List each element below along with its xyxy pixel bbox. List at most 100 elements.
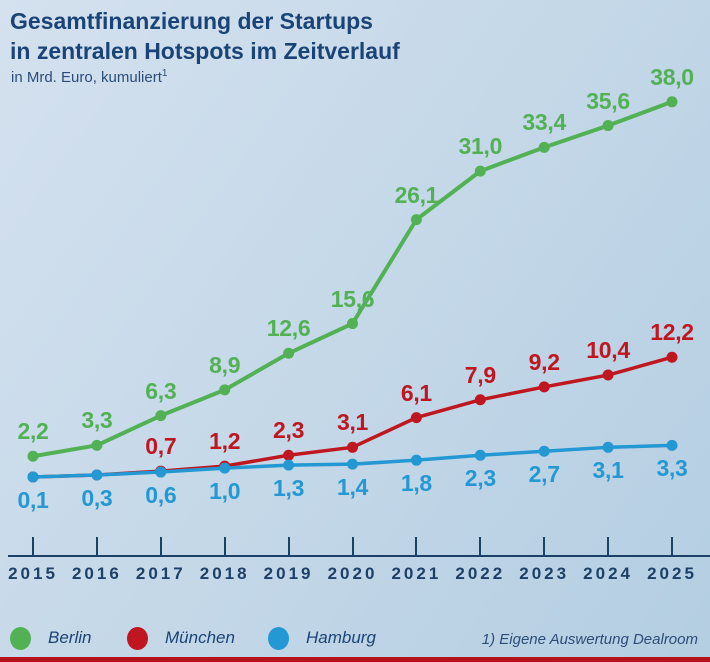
data-label-berlin: 38,0 <box>650 63 694 90</box>
x-axis-tick <box>415 537 418 555</box>
data-point-berlin <box>347 318 358 330</box>
data-label-münchen: 12,2 <box>650 319 694 346</box>
data-label-hamburg: 2,7 <box>528 461 560 488</box>
x-axis-tick <box>223 537 226 555</box>
data-label-berlin: 15,6 <box>330 285 375 312</box>
data-point-hamburg <box>219 462 231 474</box>
x-axis-line <box>8 555 710 557</box>
chart-title: Gesamtfinanzierung der Startups in zentr… <box>10 8 400 64</box>
x-axis-tick <box>95 537 98 555</box>
data-label-münchen: 6,1 <box>400 379 432 406</box>
chart-subtitle: in Mrd. Euro, kumuliert1 <box>11 68 167 86</box>
data-point-hamburg <box>538 445 550 457</box>
data-point-münchen <box>410 412 422 424</box>
bottom-accent-bar <box>0 657 710 662</box>
data-label-münchen: 9,2 <box>528 348 560 375</box>
data-point-berlin <box>219 384 231 396</box>
x-axis-label: 2017 <box>135 564 186 583</box>
data-label-berlin: 6,3 <box>145 377 177 404</box>
data-point-hamburg <box>474 449 486 461</box>
data-label-hamburg: 3,3 <box>656 455 688 482</box>
data-point-münchen <box>347 441 358 453</box>
x-axis-tick <box>351 537 354 555</box>
x-axis-label: 2020 <box>327 564 378 583</box>
legend-marker-icon <box>127 626 148 650</box>
data-label-berlin: 35,6 <box>586 87 630 114</box>
data-label-berlin: 12,6 <box>266 315 311 342</box>
legend-label: Berlin <box>48 628 92 647</box>
data-label-münchen: 0,7 <box>145 433 177 460</box>
x-axis-tick <box>671 537 673 555</box>
data-point-berlin <box>27 450 39 462</box>
data-point-hamburg <box>27 471 39 483</box>
subtitle-text: in Mrd. Euro, kumuliert <box>11 69 162 86</box>
data-point-münchen <box>538 381 550 393</box>
data-label-münchen: 1,2 <box>209 428 241 455</box>
data-point-münchen <box>666 351 678 363</box>
data-point-berlin <box>283 347 295 359</box>
legend-item-berlin: Berlin <box>10 618 91 658</box>
data-label-berlin: 33,4 <box>522 109 566 136</box>
legend: Berlin München Hamburg <box>0 618 710 658</box>
data-point-berlin <box>155 410 167 422</box>
x-axis-label: 2015 <box>8 564 58 583</box>
subtitle-footnote-marker: 1 <box>161 68 168 79</box>
data-point-münchen <box>283 449 295 461</box>
x-axis-label: 2016 <box>71 564 122 583</box>
x-axis-tick <box>159 537 162 555</box>
x-axis-tick <box>479 537 482 555</box>
legend-label: Hamburg <box>306 628 376 647</box>
data-label-hamburg: 3,1 <box>592 457 624 484</box>
data-point-berlin <box>538 141 550 153</box>
x-axis-tick <box>287 537 290 555</box>
x-axis-tick <box>607 537 610 555</box>
x-axis-label: 2023 <box>519 564 570 583</box>
data-point-hamburg <box>410 454 422 466</box>
data-point-hamburg <box>91 469 103 481</box>
data-label-hamburg: 1,3 <box>273 475 305 502</box>
legend-marker-icon <box>10 626 31 650</box>
data-label-berlin: 2,2 <box>17 418 49 445</box>
legend-item-münchen: München <box>127 618 235 658</box>
data-point-berlin <box>474 165 486 177</box>
legend-marker-icon <box>268 626 289 650</box>
data-label-münchen: 3,1 <box>336 409 369 436</box>
source-footnote: 1) Eigene Auswertung Dealroom <box>481 631 698 648</box>
data-point-münchen <box>474 394 486 406</box>
data-label-münchen: 2,3 <box>273 417 305 444</box>
data-label-berlin: 26,1 <box>394 181 439 208</box>
legend-item-hamburg: Hamburg <box>268 618 376 658</box>
data-point-berlin <box>91 439 103 451</box>
series-line-berlin <box>31 99 674 459</box>
data-label-hamburg: 2,3 <box>464 465 496 492</box>
data-label-hamburg: 0,3 <box>81 485 113 512</box>
x-axis-tick <box>32 537 34 555</box>
legend-label: München <box>165 628 235 647</box>
x-axis-label: 2021 <box>391 564 442 583</box>
data-label-berlin: 31,0 <box>458 133 503 160</box>
data-point-berlin <box>666 96 678 108</box>
data-label-hamburg: 0,6 <box>145 482 177 509</box>
x-axis-label: 2025 <box>647 564 697 583</box>
data-point-berlin <box>410 214 422 226</box>
x-axis-label: 2019 <box>263 564 314 583</box>
data-point-hamburg <box>283 459 295 471</box>
data-point-münchen <box>602 369 614 381</box>
data-point-hamburg <box>666 439 678 451</box>
data-point-berlin <box>602 120 614 132</box>
x-axis-label: 2024 <box>583 564 634 583</box>
data-label-münchen: 10,4 <box>586 337 630 364</box>
data-label-berlin: 8,9 <box>209 351 241 378</box>
data-label-hamburg: 1,8 <box>400 470 432 497</box>
x-axis-tick <box>543 537 546 555</box>
data-label-hamburg: 1,0 <box>209 478 241 505</box>
data-label-hamburg: 1,4 <box>336 474 369 501</box>
data-label-hamburg: 0,1 <box>17 487 49 513</box>
data-point-hamburg <box>602 441 614 453</box>
data-label-berlin: 3,3 <box>81 407 113 434</box>
x-axis-label: 2018 <box>199 564 250 583</box>
data-point-hamburg <box>155 466 167 478</box>
data-label-münchen: 7,9 <box>464 361 496 388</box>
